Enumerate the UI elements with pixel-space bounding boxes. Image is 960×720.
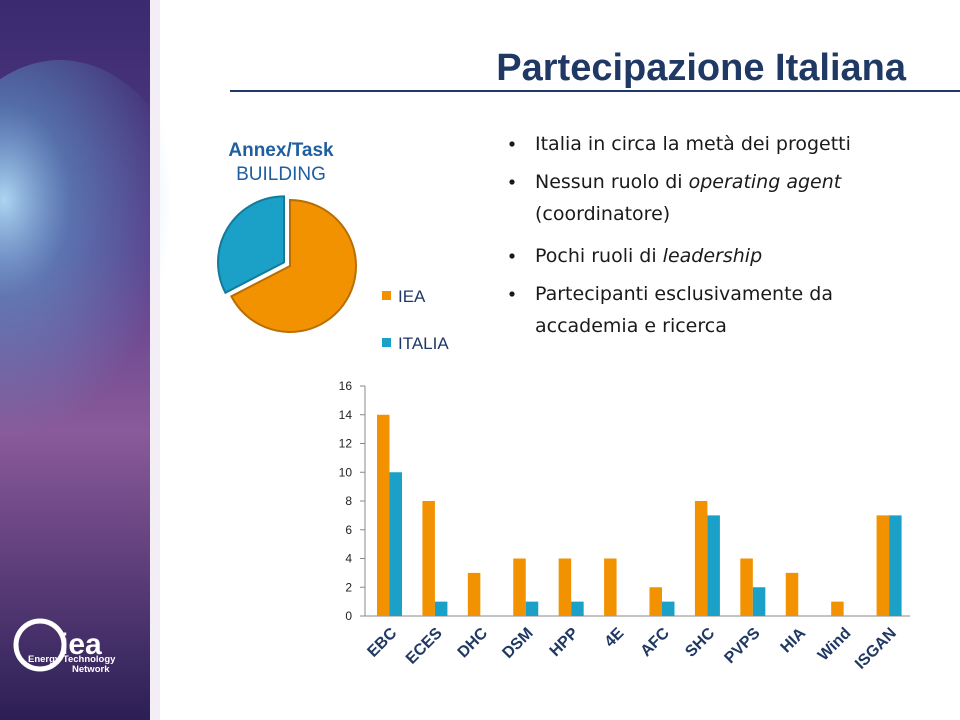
bullet-dot	[509, 253, 515, 259]
bullet-segment: Pochi ruoli di	[535, 245, 663, 267]
pie-slice	[217, 195, 286, 295]
bullet-text: Pochi ruoli di leadership	[535, 245, 762, 267]
bullet-text: Nessun ruolo di operating agent	[535, 171, 843, 193]
logo-ring	[13, 618, 67, 672]
bullet-dot	[509, 179, 515, 185]
bullet-segment: Italia in circa la metà dei progetti	[535, 133, 851, 155]
bullet-segment: Nessun ruolo di	[535, 171, 689, 193]
bar	[604, 558, 617, 616]
x-tick-label: ECES	[403, 625, 446, 668]
legend-swatch	[382, 338, 391, 347]
bullet-text: Italia in circa la metà dei progetti	[535, 133, 851, 155]
y-tick-label: 6	[345, 523, 352, 537]
bullet-segment: Partecipanti esclusivamente da	[535, 283, 833, 305]
pie-title: BUILDING	[236, 164, 326, 185]
bar	[831, 601, 844, 616]
bullet-dot	[509, 291, 515, 297]
y-tick-label: 0	[345, 609, 352, 623]
slide-title: Partecipazione Italiana	[496, 47, 907, 89]
bar	[649, 587, 662, 616]
x-tick-label: EBC	[364, 624, 400, 660]
logo-line: Energy Technology	[28, 654, 116, 665]
bar	[662, 601, 675, 616]
bullet-text: (coordinatore)	[535, 203, 670, 225]
x-tick-label: SHC	[682, 624, 718, 660]
logo-line: Network	[72, 664, 110, 675]
bullet-dot	[509, 141, 515, 147]
bar	[525, 601, 539, 616]
logo: iea Energy Technology Network	[13, 618, 116, 675]
bar	[377, 414, 390, 616]
bar	[558, 558, 572, 616]
legend-label: IEA	[398, 287, 426, 306]
bullet-segment: operating agent	[689, 171, 843, 193]
x-tick-label: ISGAN	[852, 625, 900, 673]
x-tick-label: DHC	[455, 624, 492, 661]
bar	[707, 515, 720, 616]
x-tick-label: DSM	[499, 625, 536, 662]
y-tick-label: 10	[339, 465, 353, 479]
side-glow	[0, 60, 200, 460]
legend-swatch	[382, 291, 391, 300]
bar	[694, 501, 708, 616]
x-tick-label: 4E	[602, 625, 628, 651]
bullet-segment: (coordinatore)	[535, 203, 670, 225]
bar	[467, 572, 481, 616]
bar	[785, 572, 799, 616]
legend-label: ITALIA	[398, 334, 449, 353]
bullet-segment: accademia e ricerca	[535, 315, 727, 337]
bullet-segment: leadership	[663, 245, 762, 267]
y-tick-label: 14	[339, 408, 353, 422]
x-tick-label: AFC	[638, 624, 674, 660]
y-tick-label: 12	[339, 437, 353, 451]
y-tick-label: 2	[345, 580, 352, 594]
pie-title: Annex/Task	[228, 140, 334, 161]
bullet-text: Partecipanti esclusivamente da	[535, 283, 833, 305]
x-tick-label: HPP	[547, 625, 583, 661]
bullet-text: accademia e ricerca	[535, 315, 727, 337]
bar	[740, 558, 753, 616]
bar	[889, 515, 902, 616]
bar	[389, 472, 402, 616]
pie-slice	[230, 198, 357, 333]
y-tick-label: 8	[345, 494, 352, 508]
side-fade	[150, 0, 160, 720]
logo-brand: iea	[60, 628, 102, 661]
x-tick-label: HIA	[778, 624, 810, 656]
bar	[434, 601, 448, 616]
bar	[876, 515, 890, 616]
bar	[571, 601, 584, 616]
x-tick-label: Wind	[815, 625, 855, 665]
y-tick-label: 16	[339, 379, 353, 393]
y-tick-label: 4	[345, 552, 352, 566]
bar	[513, 558, 526, 616]
bar	[422, 501, 435, 616]
bar	[752, 587, 766, 616]
x-tick-label: PVPS	[721, 625, 763, 667]
